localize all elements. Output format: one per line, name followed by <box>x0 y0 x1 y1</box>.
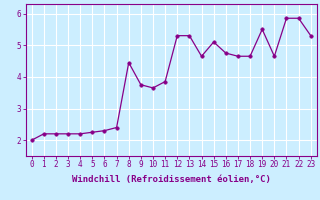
X-axis label: Windchill (Refroidissement éolien,°C): Windchill (Refroidissement éolien,°C) <box>72 175 271 184</box>
